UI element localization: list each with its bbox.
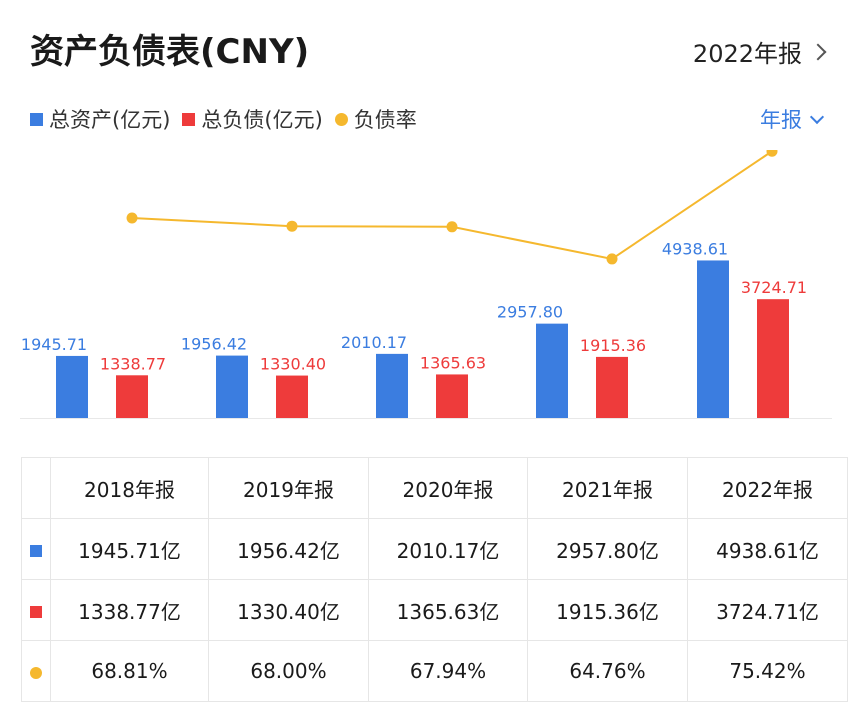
data-label-total-assets: 4938.61: [662, 239, 728, 258]
bar-total-assets: [536, 323, 568, 418]
chart-legend: 总资产(亿元) 总负债(亿元) 负债率: [30, 104, 429, 134]
table-cell: 4938.61亿: [687, 518, 848, 580]
table-header-cell: 2021年报: [527, 457, 688, 519]
table-header-cell: 2018年报: [50, 457, 209, 519]
chevron-right-icon: [809, 43, 827, 60]
table-cell: 1338.77亿: [50, 579, 209, 641]
data-label-total-liabilities: 1338.77: [100, 354, 166, 373]
legend-item-assets: 总资产(亿元): [30, 104, 170, 134]
table-header-cell: 2022年报: [687, 457, 848, 519]
legend-swatch-assets: [30, 112, 43, 126]
point-debt-ratio: [766, 150, 778, 157]
legend-item-debt-ratio: 负债率: [334, 104, 417, 134]
table-cell: 64.76%: [527, 640, 688, 702]
legend-label-assets: 总资产(亿元): [49, 108, 171, 132]
table-cell: 1365.63亿: [368, 579, 528, 641]
row-marker-cell: [21, 579, 51, 641]
table-cell: 68.81%: [50, 640, 209, 702]
period-dropdown-label: 年报: [760, 108, 802, 132]
point-debt-ratio: [606, 253, 618, 265]
legend-label-liabilities: 总负债(亿元): [201, 108, 323, 132]
table-header-cell: 2020年报: [368, 457, 528, 519]
table-header-row: 2018年报 2019年报 2020年报 2021年报 2022年报: [21, 457, 848, 519]
bar-total-liabilities: [596, 356, 628, 418]
table-header-cell: 2019年报: [208, 457, 369, 519]
report-selector-link[interactable]: 2022年报: [692, 34, 827, 69]
bar-total-assets: [216, 355, 248, 418]
data-label-total-assets: 1945.71: [21, 335, 87, 354]
legend-swatch-debt-ratio: [334, 112, 348, 126]
table-cell: 1915.36亿: [527, 579, 688, 641]
data-label-total-assets: 2957.80: [497, 303, 563, 322]
table-cell: 68.00%: [208, 640, 369, 702]
data-label-total-assets: 2010.17: [341, 333, 407, 352]
row-marker-liabilities: [30, 605, 42, 618]
point-debt-ratio: [286, 220, 298, 232]
row-marker-cell: [21, 640, 51, 702]
row-marker-cell: [21, 518, 51, 580]
period-dropdown[interactable]: 年报: [760, 104, 825, 134]
table-corner-cell: [21, 457, 51, 519]
data-label-total-assets: 1956.42: [181, 335, 247, 354]
bar-total-liabilities: [116, 375, 148, 418]
data-table: 2018年报 2019年报 2020年报 2021年报 2022年报 1945.…: [21, 457, 848, 702]
table-cell: 1945.71亿: [50, 518, 209, 580]
data-label-total-liabilities: 3724.71: [741, 278, 807, 297]
balance-sheet-chart: 1945.71 1338.77 1956.42 1330.40 2010.17 1365.…: [20, 150, 832, 419]
data-label-total-liabilities: 1365.63: [420, 353, 486, 372]
table-cell: 1330.40亿: [208, 579, 369, 641]
table-cell: 1956.42亿: [208, 518, 369, 580]
page-title: 资产负债表(CNY): [30, 32, 310, 72]
point-debt-ratio: [446, 221, 458, 233]
bar-total-assets: [697, 260, 729, 418]
bar-total-assets: [56, 355, 88, 418]
bar-total-assets: [376, 353, 408, 418]
table-cell: 2010.17亿: [368, 518, 528, 580]
legend-swatch-liabilities: [182, 112, 196, 126]
table-row-liabilities: 1338.77亿 1330.40亿 1365.63亿 1915.36亿 3724…: [21, 579, 848, 641]
table-row-debt-ratio: 68.81% 68.00% 67.94% 64.76% 75.42%: [21, 640, 848, 702]
table-cell: 3724.71亿: [687, 579, 848, 641]
row-marker-debt-ratio: [30, 666, 42, 679]
data-label-total-liabilities: 1915.36: [580, 336, 646, 355]
table-cell: 2957.80亿: [527, 518, 688, 580]
bar-total-liabilities: [436, 374, 468, 418]
table-cell: 67.94%: [368, 640, 528, 702]
table-cell: 75.42%: [687, 640, 848, 702]
row-marker-assets: [30, 544, 42, 557]
bar-total-liabilities: [276, 375, 308, 418]
report-selector-label: 2022年报: [692, 40, 802, 68]
chevron-down-icon: [809, 109, 825, 124]
table-row-assets: 1945.71亿 1956.42亿 2010.17亿 2957.80亿 4938…: [21, 518, 848, 580]
point-debt-ratio: [126, 212, 138, 224]
data-label-total-liabilities: 1330.40: [260, 355, 326, 374]
legend-label-debt-ratio: 负债率: [353, 108, 417, 132]
legend-item-liabilities: 总负债(亿元): [182, 104, 323, 134]
bar-total-liabilities: [757, 299, 789, 418]
